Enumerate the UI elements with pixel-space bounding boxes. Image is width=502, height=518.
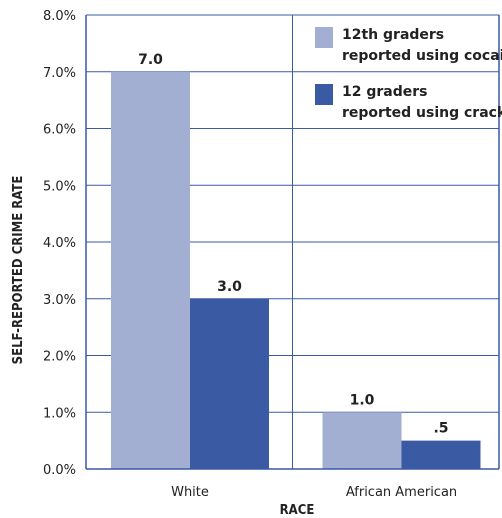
data-label: 7.0 bbox=[138, 52, 163, 68]
axes bbox=[85, 15, 500, 470]
x-axis-title: RACE bbox=[280, 503, 315, 518]
legend: 12th graders reported using cocaine 12 gra… bbox=[315, 27, 502, 121]
y-tick-label: 0.0% bbox=[43, 463, 76, 478]
y-tick-label: 8.0% bbox=[43, 9, 76, 24]
bar bbox=[111, 71, 190, 469]
bar bbox=[322, 412, 402, 469]
legend-swatch bbox=[315, 84, 333, 105]
legend-label: reported using cocaine bbox=[342, 48, 502, 64]
legend-label: 12 graders bbox=[342, 84, 427, 100]
y-tick-label: 2.0% bbox=[43, 350, 76, 365]
bars bbox=[111, 71, 481, 469]
legend-label: 12th graders bbox=[342, 27, 444, 43]
y-tick-label: 4.0% bbox=[43, 236, 76, 251]
data-labels: 7.0 3.0 1.0 .5 bbox=[138, 52, 448, 437]
x-category-labels: White African American bbox=[171, 485, 457, 500]
y-tick-label: 5.0% bbox=[43, 179, 76, 194]
y-tick-label: 3.0% bbox=[43, 293, 76, 308]
legend-label: reported using crack bbox=[342, 105, 502, 121]
x-category-label: African American bbox=[346, 485, 457, 500]
y-tick-label: 1.0% bbox=[43, 406, 76, 421]
y-tick-label: 6.0% bbox=[43, 123, 76, 138]
data-label: .5 bbox=[433, 421, 448, 437]
data-label: 3.0 bbox=[217, 279, 242, 295]
data-label: 1.0 bbox=[350, 392, 375, 408]
x-category-label: White bbox=[171, 485, 209, 500]
legend-swatch bbox=[315, 27, 333, 48]
y-tick-label: 7.0% bbox=[43, 66, 76, 81]
bar bbox=[190, 298, 269, 469]
y-axis-title: SELF-REPORTED CRIME RATE bbox=[11, 176, 26, 365]
bar bbox=[401, 440, 481, 469]
y-tick-labels: 0.0% 1.0% 2.0% 3.0% 4.0% 5.0% 6.0% 7.0% 8.0% bbox=[43, 9, 76, 478]
